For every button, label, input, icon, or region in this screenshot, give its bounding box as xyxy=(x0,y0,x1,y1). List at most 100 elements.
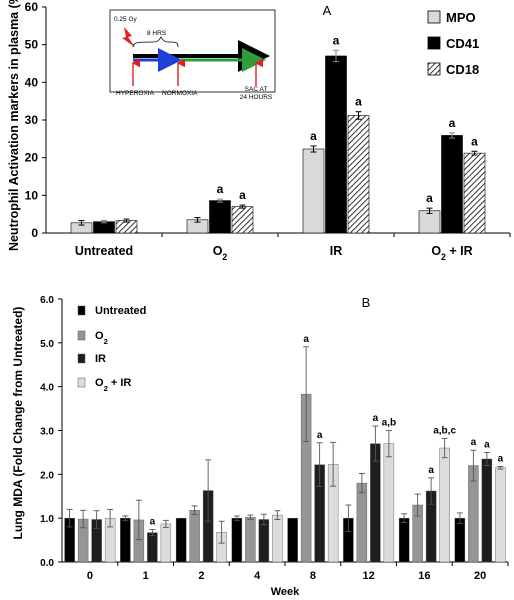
significance-label: a xyxy=(484,439,490,450)
y-tick-label-b: 6.0 xyxy=(40,295,54,306)
bar-untreated-week-8 xyxy=(287,517,298,563)
significance-label: a xyxy=(303,334,309,345)
bar-ir-week-20 xyxy=(481,458,493,563)
bar-cd18-ir xyxy=(347,115,370,234)
y-tick-label-b: 4.0 xyxy=(40,383,54,394)
inset-normoxia-label: NORMOXIA xyxy=(162,90,198,97)
legend-label-mpo: MPO xyxy=(446,10,476,25)
panel-a-chart: A Neutrophil Activation markers in plasm… xyxy=(7,0,511,262)
significance-label: a xyxy=(355,95,362,109)
legend-label-o2-ir-sub: 2 xyxy=(104,384,108,393)
significance-label: a xyxy=(428,465,434,476)
x-tick-label-week-8: 8 xyxy=(310,570,316,582)
y-tick-label-a: 50 xyxy=(25,38,39,52)
bar-ir-week-4 xyxy=(258,519,270,563)
y-tick-label-b: 5.0 xyxy=(40,339,54,350)
panel-label-b: B xyxy=(362,295,371,310)
bar-cd18-o2-ir xyxy=(463,152,486,234)
legend-swatch-cd41 xyxy=(427,36,441,50)
bar-o2-ir-week-1 xyxy=(160,523,172,563)
y-tick-label-b: 3.0 xyxy=(40,427,54,438)
legend-label-cd18: CD18 xyxy=(446,62,479,77)
x-tick-label-o2: O2 xyxy=(213,244,228,262)
legend-swatch-untreated xyxy=(77,305,86,316)
bar-untreated-week-16 xyxy=(398,517,410,563)
significance-label: a xyxy=(471,134,478,148)
inset-sac-label-2: 24 HOURS xyxy=(240,94,273,101)
bar-o2-week-2 xyxy=(189,510,200,563)
x-tick-label-week-12: 12 xyxy=(363,570,375,582)
y-tick-label-a: 60 xyxy=(25,0,39,14)
significance-label: a xyxy=(150,517,156,528)
legend-label-o2-ir-rest: + IR xyxy=(108,377,132,389)
y-tick-label-a: 20 xyxy=(25,151,39,165)
bar-cd41-untreated xyxy=(93,221,115,234)
x-tick-label-ir-main: IR xyxy=(330,244,343,258)
protocol-inset: 0.25 Gy 8 HRS HYPEROXIA NORMOXIA SAC AT … xyxy=(109,9,276,101)
x-tick-label-o2-ir: O2 + IR xyxy=(431,244,472,262)
bar-untreated-week-1 xyxy=(120,517,131,563)
y-tick-label-a: 10 xyxy=(25,188,39,202)
x-tick-label-week-0: 0 xyxy=(87,570,93,582)
x-tick-label-week-20: 20 xyxy=(474,570,486,582)
inset-duration-label: 8 HRS xyxy=(147,30,167,37)
x-tick-label-o2-main: O xyxy=(213,244,223,258)
significance-label: a xyxy=(333,33,340,47)
x-tick-label-o2-ir-sub: 2 xyxy=(441,252,446,262)
duration-brace xyxy=(132,36,179,48)
bar-ir-week-1 xyxy=(147,532,158,563)
significance-label: a,b,c xyxy=(433,425,456,436)
x-tick-label-untreated: Untreated xyxy=(75,244,133,258)
x-tick-label-ir: IR xyxy=(330,244,343,258)
bar-o2-week-4 xyxy=(245,517,256,563)
significance-label: a xyxy=(449,116,456,130)
legend-label-o2-sub: 2 xyxy=(104,337,108,346)
x-tick-label-week-2: 2 xyxy=(198,570,204,582)
bars-a: a a a a a a a a xyxy=(70,33,486,234)
significance-label: a xyxy=(498,453,504,464)
y-axis-label-b: Lung MDA (Fold Change from Untreated) xyxy=(11,307,25,540)
significance-label: a xyxy=(317,430,323,441)
bar-untreated-week-20 xyxy=(454,517,466,563)
lightning-icon xyxy=(122,27,135,47)
x-tick-label-week-16: 16 xyxy=(418,570,430,582)
bar-mpo-ir xyxy=(302,148,325,234)
bar-cd41-ir xyxy=(325,55,347,234)
bar-cd41-o2-ir xyxy=(441,135,463,234)
legend-label-ir-main: IR xyxy=(95,353,106,365)
legend-swatch-mpo xyxy=(427,10,441,24)
inset-sac-label-1: SAC AT xyxy=(245,86,268,93)
y-tick-label-a: 30 xyxy=(25,113,39,127)
bar-mpo-o2-ir xyxy=(418,210,441,234)
legend-a: MPO CD41 CD18 xyxy=(427,10,479,77)
legend-swatch-ir xyxy=(77,353,86,364)
legend-label-untreated: Untreated xyxy=(95,305,146,317)
x-tick-label-week-1: 1 xyxy=(143,570,149,582)
x-tick-label-o2-ir-rest: + IR xyxy=(446,244,473,258)
panel-b-chart: B Lung MDA (Fold Change from Untreated) … xyxy=(11,295,509,598)
inset-dose-label: 0.25 Gy xyxy=(114,16,138,23)
x-tick-labels-a: Untreated O2 IR O2 + IR xyxy=(75,244,473,262)
legend-label-o2-ir-main: O xyxy=(95,377,104,389)
y-tick-label-a: 40 xyxy=(25,75,39,89)
significance-label: a xyxy=(239,188,246,202)
significance-label: a xyxy=(426,191,433,205)
y-tick-label-b: 1.0 xyxy=(40,514,54,525)
legend-label-o2-ir: O2 + IR xyxy=(95,377,131,393)
legend-swatch-cd18 xyxy=(427,62,441,76)
legend-swatch-o2 xyxy=(77,330,86,341)
panel-label-a: A xyxy=(323,3,332,18)
legend-label-o2-main: O xyxy=(95,330,104,342)
legend-swatch-o2-ir xyxy=(77,377,86,388)
bar-o2-ir-week-4 xyxy=(272,514,283,563)
legend-label-cd41: CD41 xyxy=(446,36,479,51)
bar-cd41-o2 xyxy=(209,200,231,234)
x-axis-label-b: Week xyxy=(271,586,300,598)
legend-label-untreated-main: Untreated xyxy=(95,305,146,317)
significance-label: a xyxy=(471,437,477,448)
bar-o2-week-12 xyxy=(356,482,368,563)
inset-hyperoxia-label: HYPEROXIA xyxy=(116,90,155,97)
